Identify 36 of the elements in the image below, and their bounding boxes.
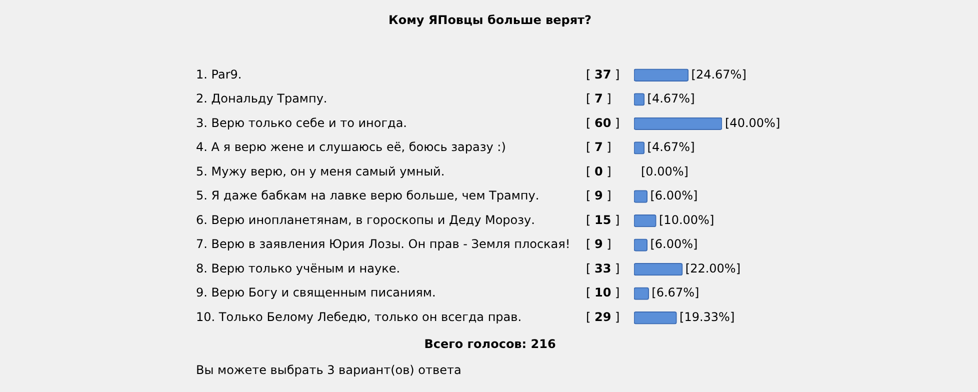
data-label: [0.00%] [641, 164, 688, 178]
text: [ 60 ] [586, 116, 620, 130]
y-tick-label: 6. Верю инопланетянам, в гороскопы и Деду Морозу. [196, 212, 535, 227]
text: [ 33 ] [586, 261, 620, 276]
y-tick-label: 5. Я даже бабкам на лавке верю больше, чем Трампу. [196, 188, 540, 203]
text: [ 7 ] [586, 140, 612, 154]
y-tick-label: 4. А я верю жене и слушаюсь её, боюсь заразу :) [196, 140, 506, 154]
text: [ 29 ] [586, 310, 620, 324]
y-tick-label: 9. Верю Богу и священным писаниям. [196, 286, 436, 300]
text: Всего голосов: 216 [424, 337, 556, 352]
y-tick-label: 1. Par9. [196, 67, 242, 82]
y-tick-label: 7. Верю в заявления Юрия Лозы. Он прав - Земля плоская! [196, 237, 570, 252]
y-tick-label: 8. Верю только учёным и науке. [196, 261, 400, 276]
text: [ 10 ] [586, 286, 620, 300]
data-label: [22.00%] [685, 261, 741, 276]
y-tick-label: 3. Верю только себе и то иногда. [196, 116, 407, 130]
text: [ 9 ] [586, 237, 612, 252]
text: [ 37 ] [586, 67, 620, 82]
y-tick-label: 10. Только Белому Лебедю, только он всегда прав. [196, 310, 522, 324]
data-label: [10.00%] [659, 212, 714, 227]
y-tick-label: 5. Мужу верю, он у меня самый умный. [196, 164, 445, 178]
text: [ 9 ] [586, 188, 612, 203]
data-label: [4.67%] [647, 92, 695, 106]
data-label: [19.33%] [680, 310, 735, 324]
y-tick-label: 2. Дональду Трампу. [196, 92, 328, 106]
text: [ 15 ] [586, 212, 620, 227]
data-label: [40.00%] [725, 116, 780, 130]
text: Кому ЯПовцы больше верят? [388, 13, 592, 28]
data-label: [6.67%] [652, 286, 700, 300]
data-label: [6.00%] [650, 237, 698, 252]
text: [ 7 ] [586, 92, 612, 106]
data-label: [6.00%] [650, 188, 698, 203]
data-label: [4.67%] [647, 140, 695, 154]
text: Вы можете выбрать 3 вариант(ов) ответа [196, 363, 462, 378]
data-label: [24.67%] [691, 67, 746, 82]
text: [ 0 ] [586, 164, 612, 178]
